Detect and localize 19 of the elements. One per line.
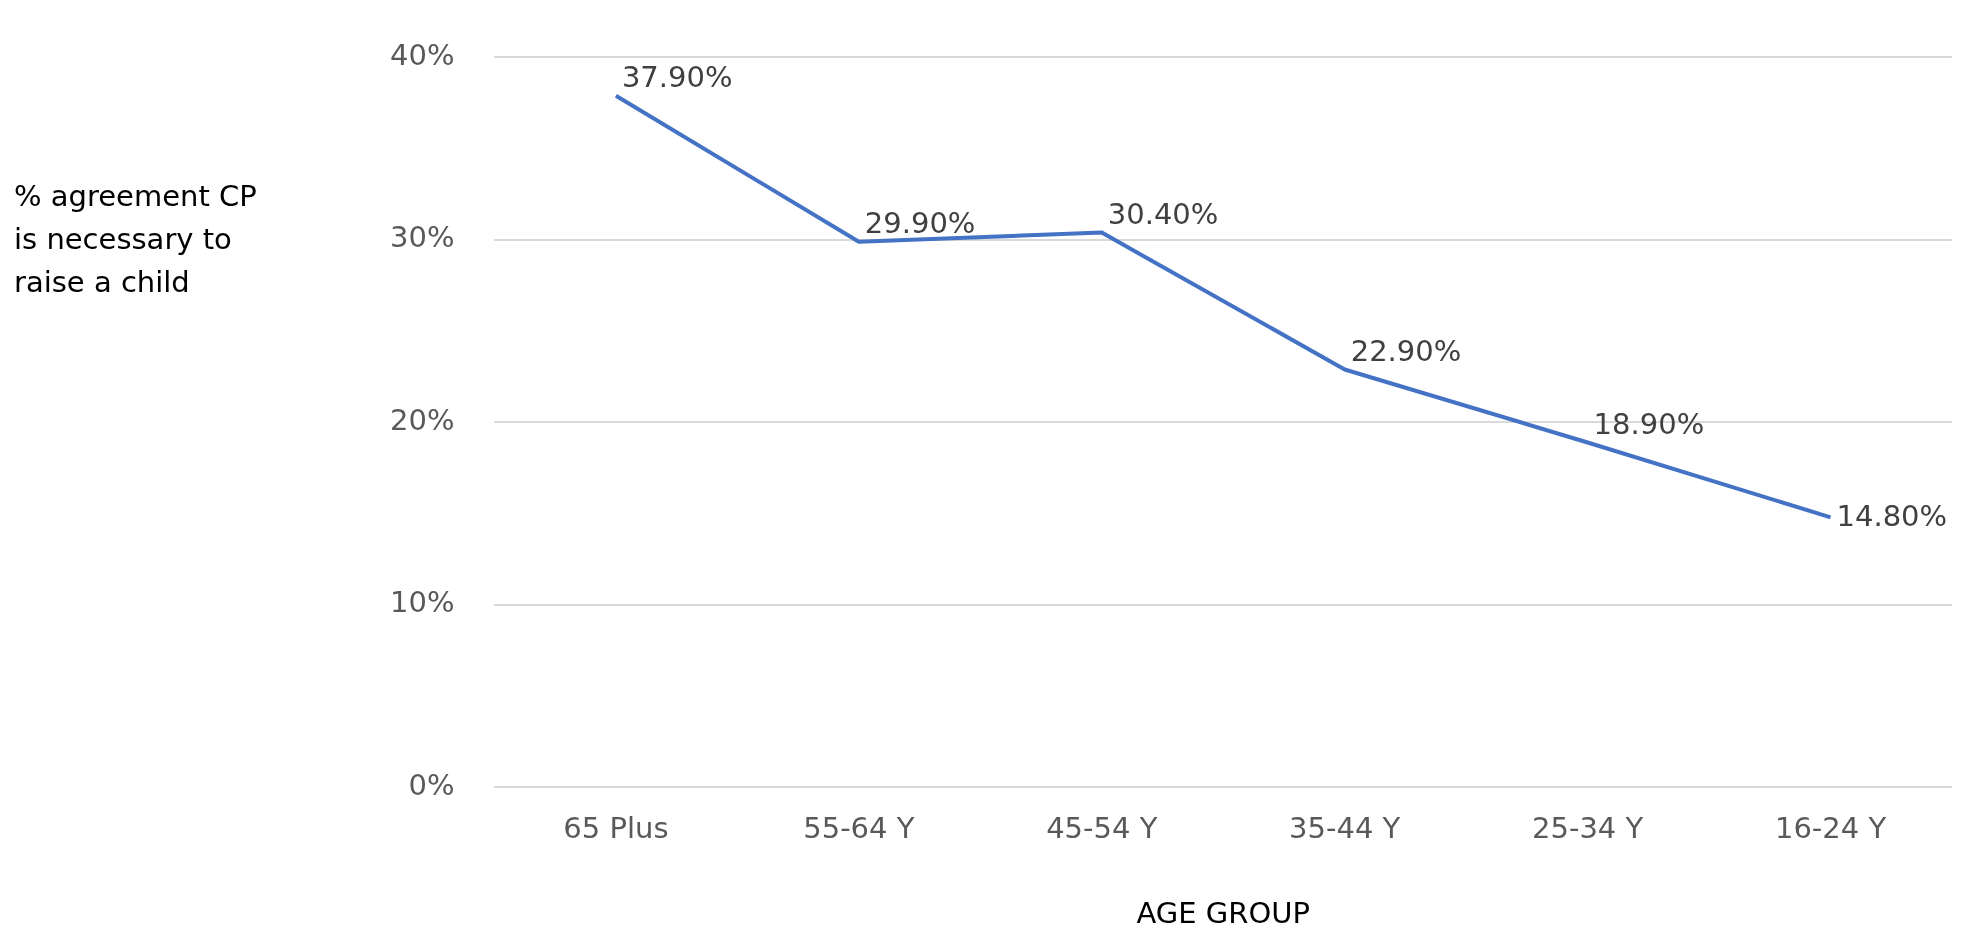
y-axis-title: % agreement CP is necessary to raise a child [14, 178, 258, 301]
y-tick-label: 20% [389, 402, 455, 437]
data-label: 14.80% [1836, 499, 1948, 534]
y-tick-label: 10% [389, 585, 455, 620]
x-tick-label: 25-34 Y [1532, 811, 1644, 846]
x-tick-label: 55-64 Y [803, 811, 915, 846]
x-tick-label: 16-24 Y [1774, 811, 1887, 846]
data-label: 22.90% [1350, 333, 1462, 368]
data-label: 18.90% [1593, 406, 1705, 441]
x-tick-label: 45-54 Y [1046, 811, 1158, 846]
x-tick-label: 35-44 Y [1289, 811, 1401, 846]
y-tick-label: 0% [408, 767, 455, 802]
x-axis-title: AGE GROUP [1136, 896, 1310, 931]
y-tick-label: 30% [389, 220, 455, 255]
x-tick-label: 65 Plus [563, 811, 669, 846]
y-tick-label: 40% [389, 37, 455, 72]
data-label: 29.90% [864, 205, 976, 240]
data-label: 37.90% [621, 59, 733, 94]
data-label: 30.40% [1107, 196, 1219, 231]
